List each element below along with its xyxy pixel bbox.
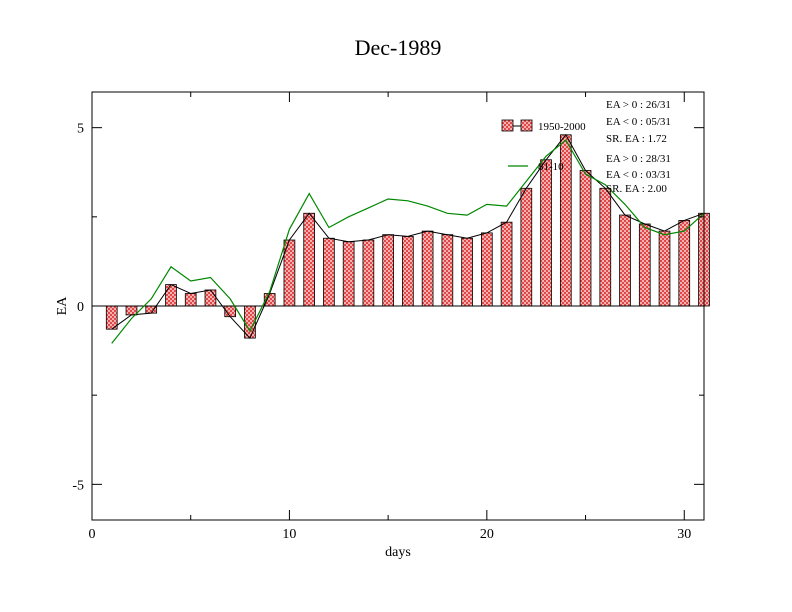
line-series-1950-2000 — [111, 133, 705, 339]
bar-day-6 — [204, 289, 217, 307]
bar-day-20 — [481, 232, 493, 307]
bar-day-16 — [402, 236, 414, 307]
y-tick-label: 0 — [77, 300, 84, 315]
ticks-layer: 0 10 20 30 -5 0 5 — [72, 92, 704, 542]
legend-label-1950-2000: 1950-2000 — [538, 121, 586, 133]
bar-day-18 — [441, 234, 454, 307]
legend-swatch-right-1950-2000 — [520, 119, 533, 132]
bar-day-27 — [619, 214, 631, 307]
lines-layer — [111, 133, 705, 344]
bar-day-21 — [500, 221, 513, 307]
annotation-ea-negative-2: EA < 0 : 03/31 — [606, 169, 671, 181]
bar-day-13 — [342, 241, 355, 307]
bar-day-5 — [184, 293, 197, 307]
y-axis-label: EA — [55, 296, 70, 316]
bar-day-22 — [520, 187, 533, 307]
bar-day-14 — [362, 239, 375, 307]
bar-day-28 — [638, 223, 651, 307]
bar-day-17 — [421, 230, 434, 307]
legend: 1950-2000 81-10 EA > 0 : 26/31 EA < 0 : … — [501, 99, 671, 195]
line-series-81-10 — [111, 139, 705, 344]
bar-day-1 — [105, 305, 118, 330]
x-axis-label: days — [385, 545, 411, 560]
bar-day-19 — [461, 237, 473, 307]
y-tick-label: -5 — [72, 478, 84, 493]
bar-day-15 — [382, 234, 394, 307]
legend-label-81-10: 81-10 — [538, 161, 564, 173]
bar-day-4 — [165, 284, 177, 307]
bar-day-26 — [599, 187, 612, 307]
x-tick-label: 20 — [480, 527, 494, 542]
bar-day-11 — [303, 212, 315, 307]
annotation-sr-ea-2: SR. EA : 2.00 — [606, 183, 667, 195]
bar-day-29 — [658, 230, 671, 307]
y-tick-label: 5 — [77, 122, 84, 137]
x-tick-label: 10 — [282, 527, 296, 542]
annotation-ea-negative-1: EA < 0 : 05/31 — [606, 116, 671, 128]
bar-day-2 — [125, 305, 138, 316]
x-tick-label: 30 — [677, 527, 691, 542]
legend-swatch-left-1950-2000 — [501, 119, 514, 132]
x-tick-label: 0 — [89, 527, 96, 542]
annotation-sr-ea-1: SR. EA : 1.72 — [606, 133, 667, 145]
bar-day-23 — [540, 159, 552, 307]
annotation-ea-positive-2: EA > 0 : 28/31 — [606, 153, 671, 165]
bar-day-30 — [678, 219, 691, 307]
bar-day-25 — [579, 170, 592, 307]
chart-title: Dec-1989 — [355, 35, 442, 60]
annotation-ea-positive-1: EA > 0 : 26/31 — [606, 99, 671, 111]
bar-day-12 — [323, 237, 335, 307]
